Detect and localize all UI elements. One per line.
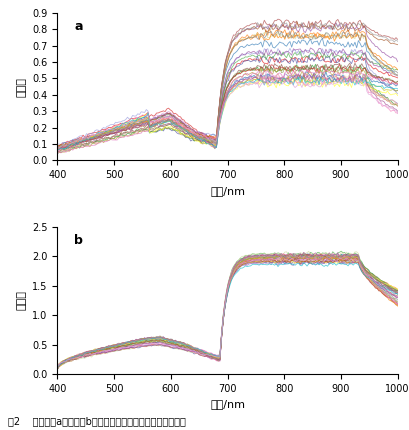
Y-axis label: 反射率: 反射率	[17, 290, 27, 310]
X-axis label: 波长/nm: 波长/nm	[209, 399, 245, 409]
X-axis label: 波长/nm: 波长/nm	[209, 186, 245, 196]
Text: 图2    校正前（a）、后（b）油茶果半径方向像元亮度均值曲线: 图2 校正前（a）、后（b）油茶果半径方向像元亮度均值曲线	[8, 416, 186, 426]
Text: b: b	[74, 234, 83, 247]
Y-axis label: 反射率: 反射率	[17, 77, 27, 97]
Text: a: a	[74, 20, 83, 33]
